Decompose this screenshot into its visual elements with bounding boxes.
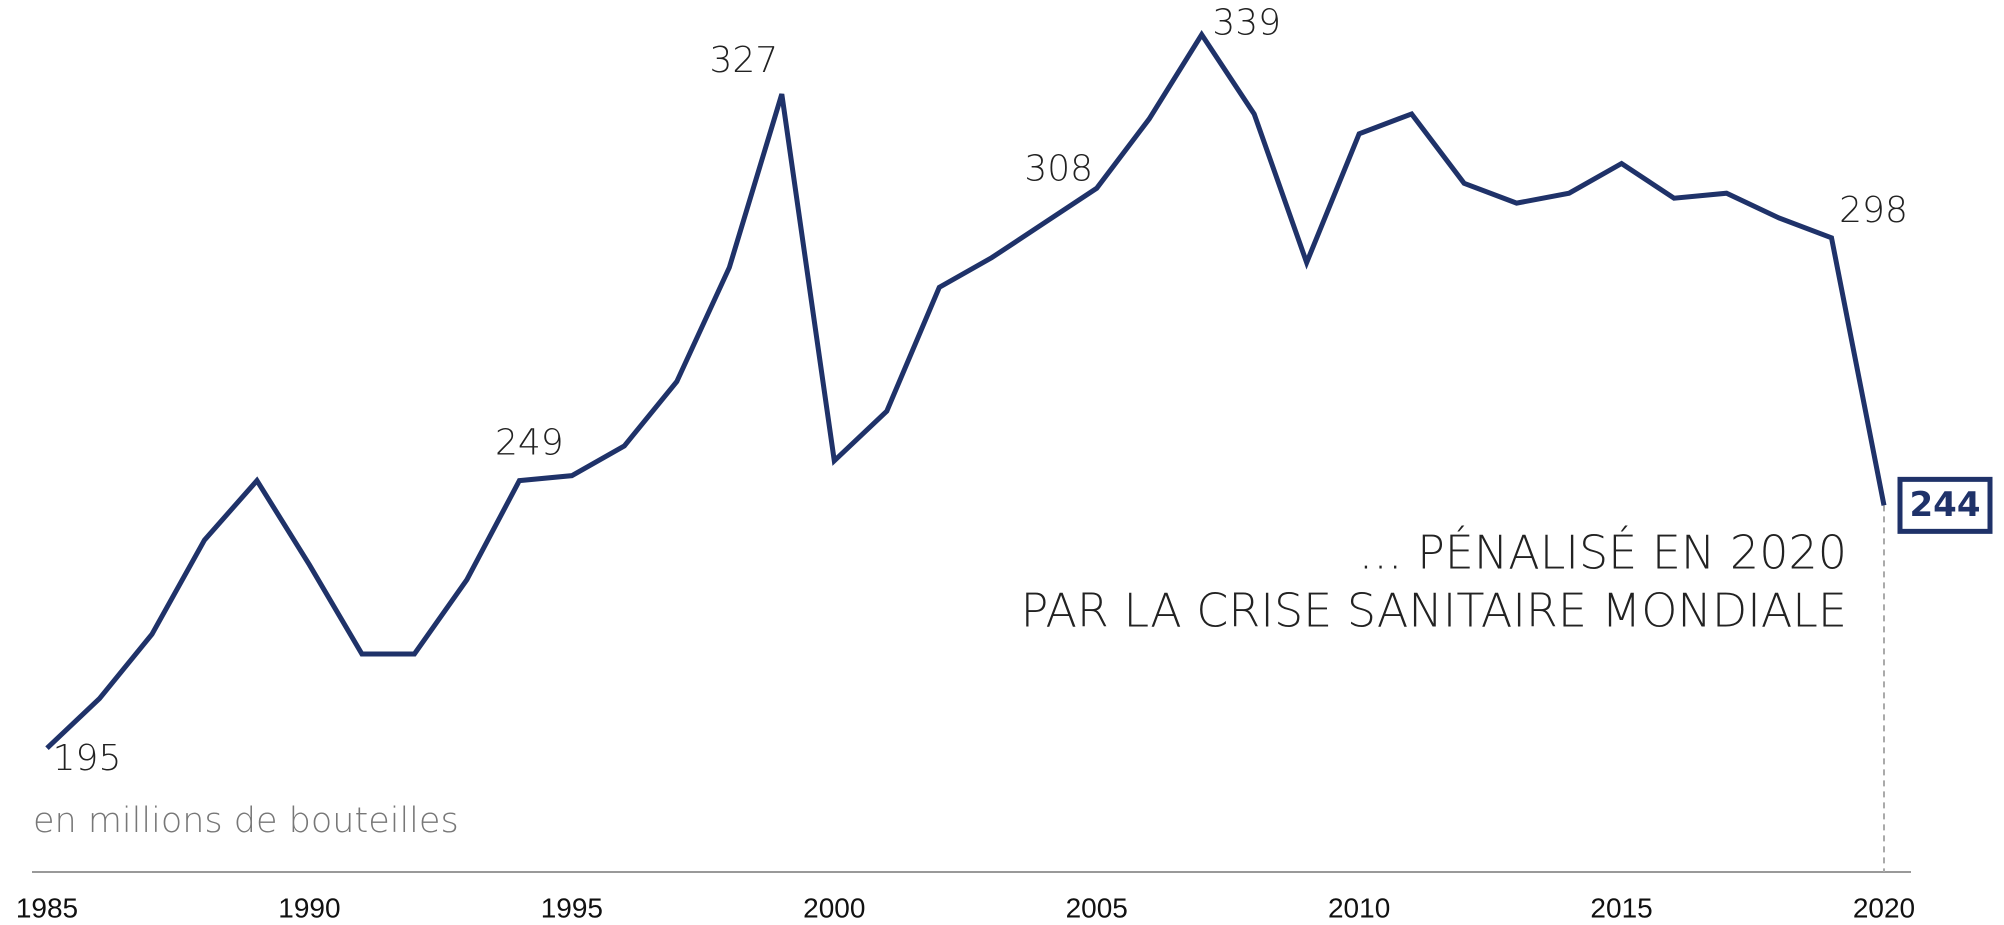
x-tick-label: 2015 bbox=[1590, 892, 1652, 923]
value-label: 339 bbox=[1212, 3, 1281, 44]
x-tick-label: 2005 bbox=[1066, 892, 1128, 923]
value-label: 195 bbox=[53, 738, 122, 779]
value-label: 308 bbox=[1024, 148, 1093, 189]
x-tick-label: 2010 bbox=[1328, 892, 1390, 923]
value-label: 298 bbox=[1839, 190, 1908, 231]
annotation: PAR LA CRISE SANITAIRE MONDIALE bbox=[1021, 584, 1847, 638]
x-tick-label: 1990 bbox=[278, 892, 340, 923]
value-label: 327 bbox=[709, 40, 778, 81]
x-tick-label: 2020 bbox=[1853, 892, 1915, 923]
x-tick-label: 1995 bbox=[541, 892, 603, 923]
subtitle: en millions de bouteilles bbox=[33, 801, 459, 841]
line bbox=[45, 30, 1887, 750]
x-tick-label: 1985 bbox=[16, 892, 78, 923]
annotation: ... PÉNALISÉ EN 2020 bbox=[1359, 526, 1847, 580]
x-tick-label: 2000 bbox=[803, 892, 865, 923]
value-label: 249 bbox=[495, 423, 564, 464]
value-label: 244 bbox=[1910, 485, 1981, 525]
value-label-box bbox=[1897, 476, 1993, 534]
